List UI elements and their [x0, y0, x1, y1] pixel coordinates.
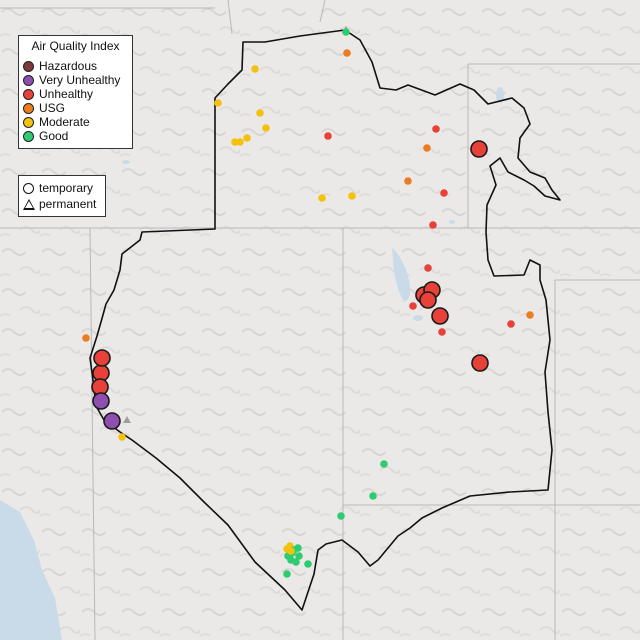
permanent-monitor-marker[interactable]	[287, 556, 295, 564]
moderate-swatch	[23, 116, 34, 128]
permanent-monitor-marker[interactable]	[438, 328, 446, 336]
circle-icon	[23, 182, 34, 194]
region-outline	[89, 29, 561, 611]
legend-item-good: Good	[23, 129, 68, 143]
temporary-monitor-marker[interactable]	[419, 291, 437, 309]
permanent-monitor-marker[interactable]	[304, 560, 312, 568]
legend-label: USG	[39, 101, 66, 115]
legend-label: Moderate	[39, 115, 90, 129]
permanent-monitor-marker[interactable]	[429, 221, 437, 229]
permanent-monitor-marker[interactable]	[507, 320, 515, 328]
legend-label: Very Unhealthy	[39, 73, 121, 87]
permanent-monitor-marker[interactable]	[440, 189, 448, 197]
triangle-icon	[23, 198, 35, 210]
permanent-monitor-marker[interactable]	[256, 109, 264, 117]
legend-item-temporary: temporary	[23, 181, 93, 195]
permanent-monitor-marker[interactable]	[423, 144, 431, 152]
temporary-monitor-marker[interactable]	[92, 392, 110, 410]
permanent-monitor-marker[interactable]	[214, 99, 222, 107]
permanent-monitor-marker[interactable]	[432, 125, 440, 133]
permanent-monitor-marker[interactable]	[342, 28, 350, 36]
permanent-monitor-marker[interactable]	[251, 65, 259, 73]
temporary-monitor-marker[interactable]	[470, 140, 488, 158]
legend-item-hazardous: Hazardous	[23, 59, 97, 73]
temporary-monitor-marker[interactable]	[93, 349, 111, 367]
temporary-monitor-marker[interactable]	[471, 354, 489, 372]
permanent-monitor-marker[interactable]	[295, 552, 303, 560]
monitor-markers	[82, 26, 534, 578]
permanent-monitor-marker[interactable]	[324, 132, 332, 140]
legend-label: Unhealthy	[39, 87, 94, 101]
permanent-monitor-marker[interactable]	[404, 177, 412, 185]
legend-label: Good	[39, 129, 69, 143]
permanent-monitor-marker[interactable]	[337, 512, 345, 520]
legend-label: temporary	[39, 181, 94, 195]
permanent-monitor-marker[interactable]	[283, 545, 291, 553]
very-unhealthy-swatch	[23, 74, 34, 86]
permanent-monitor-marker[interactable]	[243, 134, 251, 142]
legend-label: Hazardous	[39, 59, 98, 73]
monitor-type-legend: temporary permanent	[18, 175, 106, 217]
ocean	[0, 500, 62, 640]
good-swatch	[23, 130, 34, 142]
aqi-legend: Air Quality Index Hazardous Very Unhealt…	[18, 35, 133, 149]
permanent-monitor-marker[interactable]	[318, 194, 326, 202]
legend-label: permanent	[39, 197, 97, 211]
permanent-monitor-marker[interactable]	[409, 302, 417, 310]
lakes	[122, 87, 504, 321]
permanent-monitor-marker[interactable]	[526, 311, 534, 319]
permanent-monitor-marker[interactable]	[118, 433, 126, 441]
temporary-monitor-marker[interactable]	[431, 307, 449, 325]
legend-item-unhealthy: Unhealthy	[23, 87, 93, 101]
aqi-legend-title: Air Quality Index	[31, 39, 120, 53]
legend-item-usg: USG	[23, 101, 65, 115]
hazardous-swatch	[23, 60, 34, 72]
permanent-monitor-marker[interactable]	[262, 124, 270, 132]
unhealthy-swatch	[23, 88, 34, 100]
temporary-monitor-marker[interactable]	[103, 412, 121, 430]
permanent-monitor-marker[interactable]	[283, 570, 291, 578]
usg-swatch	[23, 102, 34, 114]
legend-item-moderate: Moderate	[23, 115, 90, 129]
permanent-monitor-marker[interactable]	[380, 460, 388, 468]
permanent-monitor-marker[interactable]	[348, 192, 356, 200]
permanent-monitor-marker[interactable]	[343, 49, 351, 57]
permanent-monitor-marker[interactable]	[231, 138, 239, 146]
permanent-monitor-marker[interactable]	[294, 544, 302, 552]
permanent-monitor-marker[interactable]	[82, 334, 90, 342]
permanent-site-triangle	[123, 416, 131, 423]
legend-item-very-unhealthy: Very Unhealthy	[23, 73, 120, 87]
permanent-monitor-marker[interactable]	[369, 492, 377, 500]
permanent-monitor-marker[interactable]	[424, 264, 432, 272]
legend-item-permanent: permanent	[23, 197, 96, 211]
